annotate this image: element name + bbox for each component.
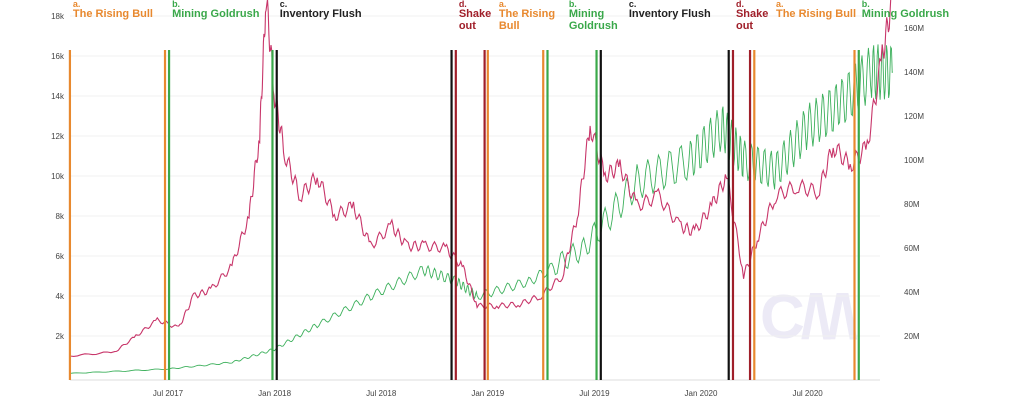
y-right-tick-label: 80M — [904, 200, 920, 209]
y-left-tick-label: 18k — [51, 12, 65, 21]
event-key: b. — [172, 0, 181, 9]
event-label: d. Shake out — [736, 0, 772, 32]
y-right-tick-label: 140M — [904, 68, 924, 77]
y-right-tick-label: 120M — [904, 112, 924, 121]
y-right-tick-label: 20M — [904, 332, 920, 341]
watermark-logo: C/\/\ — [760, 283, 858, 352]
event-key: c. — [628, 0, 637, 9]
event-title: Mining Goldrush — [861, 8, 950, 20]
x-tick-label: Jul 2017 — [153, 389, 184, 398]
event-title: Mining Goldrush — [568, 8, 618, 32]
event-title: Inventory Flush — [279, 8, 362, 20]
hash-rate-line — [69, 44, 894, 374]
event-title: Mining Goldrush — [172, 8, 260, 20]
y-left-tick-label: 10k — [51, 172, 65, 181]
event-title: Shake out — [458, 8, 492, 32]
y-left-tick-label: 14k — [51, 92, 65, 101]
event-title: Inventory Flush — [628, 8, 711, 20]
x-tick-label: Jul 2018 — [366, 389, 397, 398]
x-tick-label: Jul 2019 — [579, 389, 610, 398]
y-left-tick-label: 6k — [56, 252, 65, 261]
event-title: Shake out — [735, 8, 769, 32]
y-left-tick-label: 2k — [56, 332, 65, 341]
x-tick-label: Jan 2019 — [471, 389, 504, 398]
y-left-tick-label: 8k — [56, 212, 65, 221]
event-label: a. The Rising Bull — [776, 0, 856, 20]
event-key: b. — [568, 0, 577, 9]
event-key: a. — [498, 0, 507, 9]
y-left-tick-label: 16k — [51, 52, 65, 61]
event-key: a. — [72, 0, 81, 9]
y-right-tick-label: 60M — [904, 244, 920, 253]
event-label: b. Mining Goldrush — [862, 0, 949, 20]
event-title: The Rising Bull — [72, 8, 153, 20]
y-right-tick-label: 160M — [904, 24, 924, 33]
event-key: d. — [458, 0, 467, 9]
event-title: The Rising Bull — [498, 8, 556, 32]
x-tick-label: Jan 2018 — [258, 389, 291, 398]
y-left-tick-label: 4k — [56, 292, 65, 301]
event-label: b. Mining Goldrush — [172, 0, 259, 20]
y-right-tick-label: 100M — [904, 156, 924, 165]
y-right-tick-label: 40M — [904, 288, 920, 297]
event-title: The Rising Bull — [775, 8, 857, 20]
event-label: c. Inventory Flush — [280, 0, 362, 20]
price-line — [69, 0, 892, 357]
event-key: c. — [279, 0, 288, 9]
event-label: a. The Rising Bull — [499, 0, 565, 32]
x-tick-label: Jan 2020 — [685, 389, 718, 398]
event-key: d. — [735, 0, 744, 9]
event-label: a. The Rising Bull — [73, 0, 153, 20]
event-key: b. — [861, 0, 870, 9]
event-label: d. Shake out — [459, 0, 495, 32]
event-key: a. — [775, 0, 784, 9]
event-label: c. Inventory Flush — [629, 0, 711, 20]
event-label: b. Mining Goldrush — [569, 0, 625, 32]
x-tick-label: Jul 2020 — [792, 389, 823, 398]
y-left-tick-label: 12k — [51, 132, 65, 141]
